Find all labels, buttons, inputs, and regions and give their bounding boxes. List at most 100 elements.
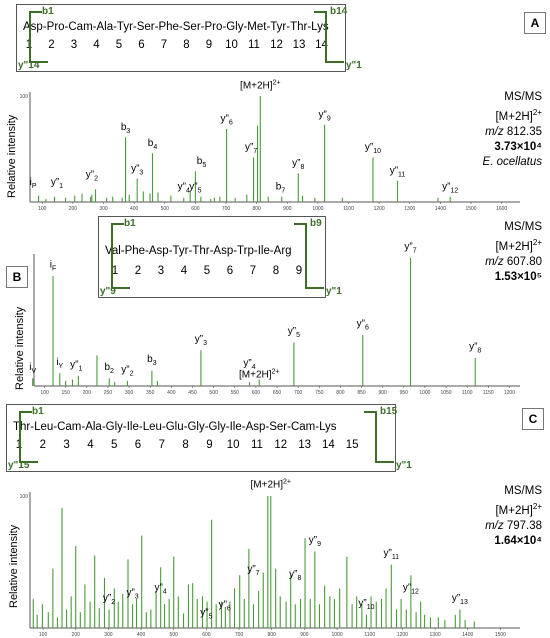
x-tick-label: 300 (104, 632, 113, 638)
residue-number: 2 (48, 39, 55, 51)
peak-label: iY (56, 357, 63, 370)
peak-label: [M+2H]2+ (240, 80, 281, 92)
sequence-box-b: Val-Phe-Asp-Tyr-Thr-Asp-Trp-Ile-Arg 1 2 3 4… (98, 216, 326, 298)
peak-label: b5 (197, 156, 207, 169)
info-line4-b: 1.53×10⁵ (494, 270, 542, 283)
peak-label: y”8 (292, 158, 304, 171)
residue-number: 11 (251, 439, 263, 451)
x-tick-label: 400 (137, 632, 146, 638)
peak-label: y”8 (289, 569, 301, 582)
y-last-label: y"1 (326, 286, 342, 297)
x-tick-label: 1000 (332, 632, 343, 638)
peak-label: y”6 (219, 600, 231, 613)
residue-number: 4 (180, 265, 188, 277)
residue-number: 14 (315, 39, 328, 51)
residue-number: 13 (292, 39, 306, 51)
peak-label: y”3 (195, 334, 207, 347)
residue-number: 8 (182, 439, 189, 451)
sequence-b: Val-Phe-Asp-Tyr-Thr-Asp-Trp-Ile-Arg (105, 245, 292, 257)
x-tick-label: 200 (69, 206, 78, 212)
residue-number: 15 (345, 439, 359, 451)
mz-prefix-c: m/z (485, 519, 504, 532)
spectrum-b: 100 150 200 250 300 350 400 450 500 550 600 650 700 7… (29, 218, 520, 396)
info-line3-c: m/z 797.38 (485, 519, 542, 534)
x-tick-label: 950 (400, 390, 409, 396)
x-tick-label: 1400 (435, 206, 446, 212)
x-tick-label: 1000 (419, 390, 430, 396)
peak-label: y”10 (358, 598, 374, 611)
x-tick-label: 100 (40, 390, 49, 396)
panel-label-b: B (6, 266, 28, 288)
residue-number: 12 (274, 439, 288, 451)
x-tick-label: 1600 (496, 206, 507, 212)
x-tick-label: 650 (273, 390, 282, 396)
x-tick-label: 1300 (430, 632, 441, 638)
x-tick-label: 500 (209, 390, 218, 396)
x-tick-label: 1500 (495, 632, 506, 638)
sequence-box-a: Asp-Pro-Cam-Ala-Tyr-Ser-Phe-Ser-Pro-Gly-… (16, 4, 346, 72)
x-tick-label: 100 (38, 206, 47, 212)
x-tick-label: 1100 (462, 390, 473, 396)
x-tick-label: 250 (104, 390, 113, 396)
info-line4-a: 3.73×10⁴ (494, 140, 542, 153)
panel-label-c: C (522, 408, 544, 430)
residue-number: 3 (63, 439, 70, 451)
x-tick-label: 1200 (397, 632, 408, 638)
x-tick-label: 1300 (404, 206, 415, 212)
info-c: MS/MS [M+2H]2+ m/z 797.38 1.64×10⁴ (485, 484, 542, 549)
info-line2-c: [M+2H]2+ (495, 502, 542, 517)
x-tick-label: 1050 (440, 390, 451, 396)
info-line1-b: MS/MS (504, 221, 542, 233)
x-tick-label: 800 (268, 632, 277, 638)
peak-label: y”1 (51, 177, 63, 190)
b-y-bracket-right (314, 11, 344, 63)
peak-label: y”7 (404, 242, 416, 255)
peak-label: y”10 (365, 142, 381, 155)
x-tick-label: 200 (83, 390, 92, 396)
peak-label: [M+2H]2+ (239, 369, 280, 381)
residue-number: 2 (134, 265, 142, 277)
peak-label: y”12 (442, 181, 458, 194)
residue-number: 4 (93, 39, 100, 51)
x-tick-label: 1100 (343, 206, 354, 212)
peak-label: y”5 (200, 607, 212, 620)
peak-label: y”5 (288, 326, 300, 339)
panel-label-a: A (524, 12, 546, 34)
panel-b: Val-Phe-Asp-Tyr-Thr-Asp-Trp-Ile-Arg 1 2 3 4… (0, 210, 550, 400)
x-tick-label: 1100 (364, 632, 375, 638)
b-y-bracket-left (111, 223, 130, 289)
residue-number: 4 (87, 439, 94, 451)
ion-markers (29, 11, 344, 63)
spectrum-a: 100 100 200 300 400 500 600 700 800 900 1000 1100 12… (18, 6, 520, 212)
peak-label: y”2 (86, 170, 98, 183)
x-tick-label: 1000 (312, 206, 323, 212)
peak-label: y”4 (155, 582, 167, 595)
residue-number: 14 (321, 439, 335, 451)
mz-prefix-a: m/z (485, 125, 504, 138)
residue-number: 7 (160, 39, 168, 51)
peak-label: iP (30, 177, 37, 190)
x-tick-label: 900 (300, 632, 309, 638)
panel-c: Thr-Leu-Cam-Ala-Gly-Ile-Leu-Glu-Gly-Gly-… (0, 400, 550, 638)
peak-label: b3 (147, 354, 157, 367)
ion-markers (111, 223, 324, 289)
peak-label: y”6 (220, 114, 232, 127)
mz-value-c: 797.38 (506, 519, 542, 532)
peak-label: [M+2H]2+ (251, 478, 292, 490)
x-tick-label: 700 (222, 206, 231, 212)
x-tick-label: 300 (125, 390, 134, 396)
peak-label: y”1 (70, 359, 82, 372)
mz-value-a: 812.35 (506, 125, 542, 138)
x-tick-label: 1150 (483, 390, 494, 396)
peak-label: y”9 (309, 535, 321, 548)
residue-number: 5 (115, 39, 123, 51)
peak-label: y”7 (245, 142, 257, 155)
mz-prefix-b: m/z (485, 255, 504, 268)
residue-number: 11 (248, 39, 260, 51)
peak-label: y”6 (357, 318, 369, 331)
x-tick-label: 600 (202, 632, 211, 638)
x-tick-label: 1500 (465, 206, 476, 212)
x-tick-label: 850 (357, 390, 366, 396)
x-tick-label: 500 (170, 632, 179, 638)
b-last-label: b9 (310, 218, 322, 229)
